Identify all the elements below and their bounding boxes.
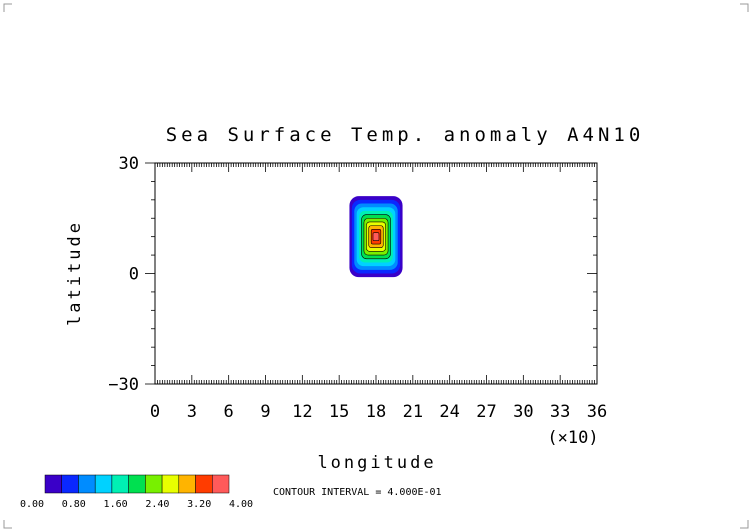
x-tick-label: 9 xyxy=(260,402,270,422)
y-tick-label: 30 xyxy=(119,154,139,174)
colorbar-swatch xyxy=(61,474,79,494)
colorbar-swatch xyxy=(195,474,213,494)
colorbar-swatch xyxy=(94,474,113,494)
x-tick-label: 33 xyxy=(550,402,570,422)
anomaly-field xyxy=(349,196,403,278)
chart-title: Sea Surface Temp. anomaly A4N10 xyxy=(166,124,645,146)
y-tick-label: 0 xyxy=(129,265,139,285)
y-tick-labels: −30 0 30 xyxy=(108,154,139,395)
x-tick-label: 12 xyxy=(292,402,312,422)
colorbar-label: 1.60 xyxy=(104,499,128,510)
colorbar-label: 2.40 xyxy=(145,499,169,510)
x-tick-label: 3 xyxy=(187,402,197,422)
y-axis-label: latitude xyxy=(65,220,85,326)
corner-marks xyxy=(3,3,749,529)
x-tick-label: 15 xyxy=(329,402,349,422)
colorbar-swatch xyxy=(161,474,180,494)
x-tick-label: 21 xyxy=(403,402,423,422)
x-tick-label: 0 xyxy=(150,402,160,422)
colorbar-swatch xyxy=(212,474,230,494)
colorbar-label: 0.80 xyxy=(62,499,86,510)
colorbar-label: 0.00 xyxy=(20,499,44,510)
x-tick-labels: 0 3 6 9 12 15 18 21 24 27 30 33 36 xyxy=(150,402,607,422)
colorbar-label: 4.00 xyxy=(229,499,253,510)
colorbar-label: 3.20 xyxy=(187,499,211,510)
axis-ticks xyxy=(145,162,598,385)
x-scale-note: (×10) xyxy=(547,428,598,448)
colorbar-swatch xyxy=(128,474,146,494)
colorbar: 0.00 0.80 1.60 2.40 3.20 4.00 xyxy=(20,474,253,510)
x-tick-label: 27 xyxy=(476,402,496,422)
contour-band xyxy=(372,232,380,241)
x-tick-label: 18 xyxy=(366,402,386,422)
x-tick-label: 30 xyxy=(513,402,533,422)
colorbar-swatch xyxy=(44,474,62,494)
x-tick-label: 24 xyxy=(439,402,459,422)
colorbar-swatch xyxy=(145,474,163,494)
plot-frame xyxy=(154,162,598,385)
x-tick-label: 36 xyxy=(587,402,607,422)
contour-interval-text: CONTOUR INTERVAL = 4.000E-01 xyxy=(273,487,442,498)
colorbar-swatch xyxy=(178,474,196,494)
x-tick-label: 6 xyxy=(224,402,234,422)
colorbar-swatch xyxy=(111,474,129,494)
x-axis-label: longitude xyxy=(317,453,436,473)
y-tick-label: −30 xyxy=(108,375,139,395)
colorbar-swatch xyxy=(78,474,96,494)
